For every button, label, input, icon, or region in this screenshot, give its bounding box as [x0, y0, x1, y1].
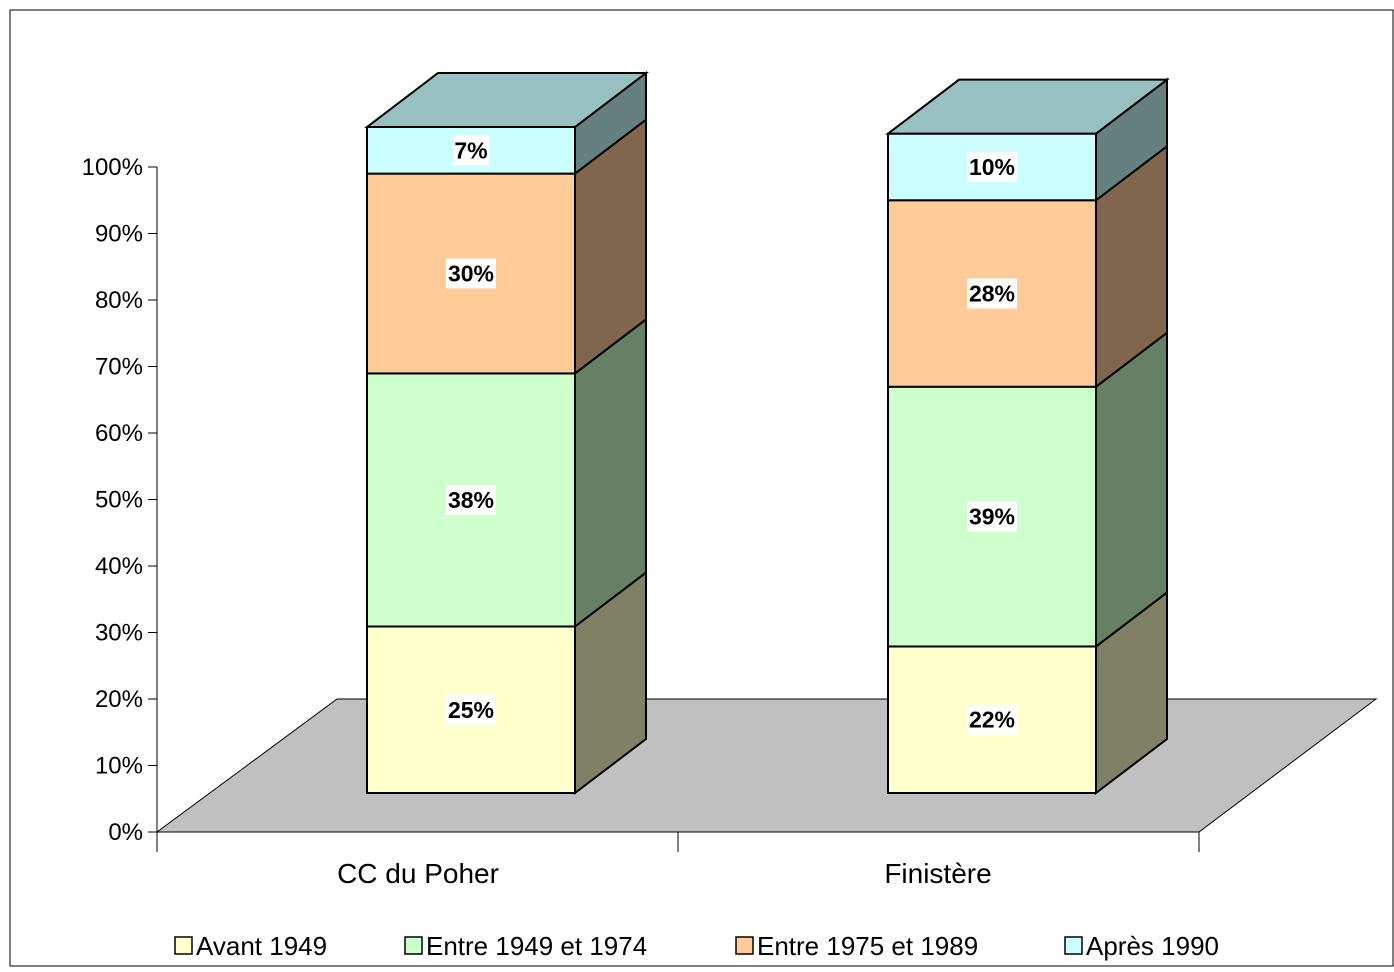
legend-swatch [404, 936, 423, 955]
bar-stack [364, 70, 649, 796]
data-label-bg [453, 135, 489, 166]
bar-top-face [364, 72, 649, 128]
y-tick-label: 10% [95, 753, 143, 780]
legend-swatch [174, 936, 193, 955]
legend-item: Entre 1975 et 1989 [735, 931, 978, 961]
y-tick-label: 80% [95, 287, 143, 314]
y-tick-label: 60% [95, 420, 143, 447]
data-label: 30% [448, 261, 494, 287]
data-label-bg [967, 704, 1017, 735]
y-tick-label: 90% [95, 221, 143, 248]
data-label-bg [967, 501, 1017, 532]
y-tick-label: 100% [82, 154, 143, 181]
legend-item: Après 1990 [1064, 931, 1219, 961]
data-label: 39% [969, 504, 1015, 530]
y-tick-label: 0% [108, 819, 143, 846]
legend-item: Avant 1949 [174, 931, 327, 961]
data-label: 7% [454, 137, 487, 163]
y-tick-label: 20% [95, 686, 143, 713]
x-category-label: Finistère [884, 858, 991, 889]
bar-top-face [885, 78, 1170, 135]
data-label: 38% [448, 487, 494, 513]
legend-label: Après 1990 [1086, 931, 1219, 961]
data-label-bg [446, 694, 496, 725]
chart-floor [155, 698, 1378, 833]
legend-label: Entre 1949 et 1974 [426, 931, 647, 961]
legend-swatch [1064, 936, 1083, 955]
y-tick-label: 70% [95, 354, 143, 381]
data-label: 25% [448, 697, 494, 723]
y-tick-label: 50% [95, 487, 143, 514]
bar-stack [885, 77, 1170, 796]
x-category-label: CC du Poher [337, 858, 499, 889]
legend-swatch [735, 936, 754, 955]
data-label: 10% [969, 154, 1015, 180]
data-label: 28% [969, 281, 1015, 307]
legend-item: Entre 1949 et 1974 [404, 931, 647, 961]
legend-label: Entre 1975 et 1989 [757, 931, 978, 961]
legend-label: Avant 1949 [196, 931, 327, 961]
y-tick-label: 30% [95, 620, 143, 647]
data-label-bg [967, 278, 1017, 309]
data-label-bg [967, 151, 1017, 182]
data-label: 22% [969, 707, 1015, 733]
data-label-bg [446, 484, 496, 515]
data-label-bg [446, 258, 496, 289]
y-tick-label: 40% [95, 553, 143, 580]
